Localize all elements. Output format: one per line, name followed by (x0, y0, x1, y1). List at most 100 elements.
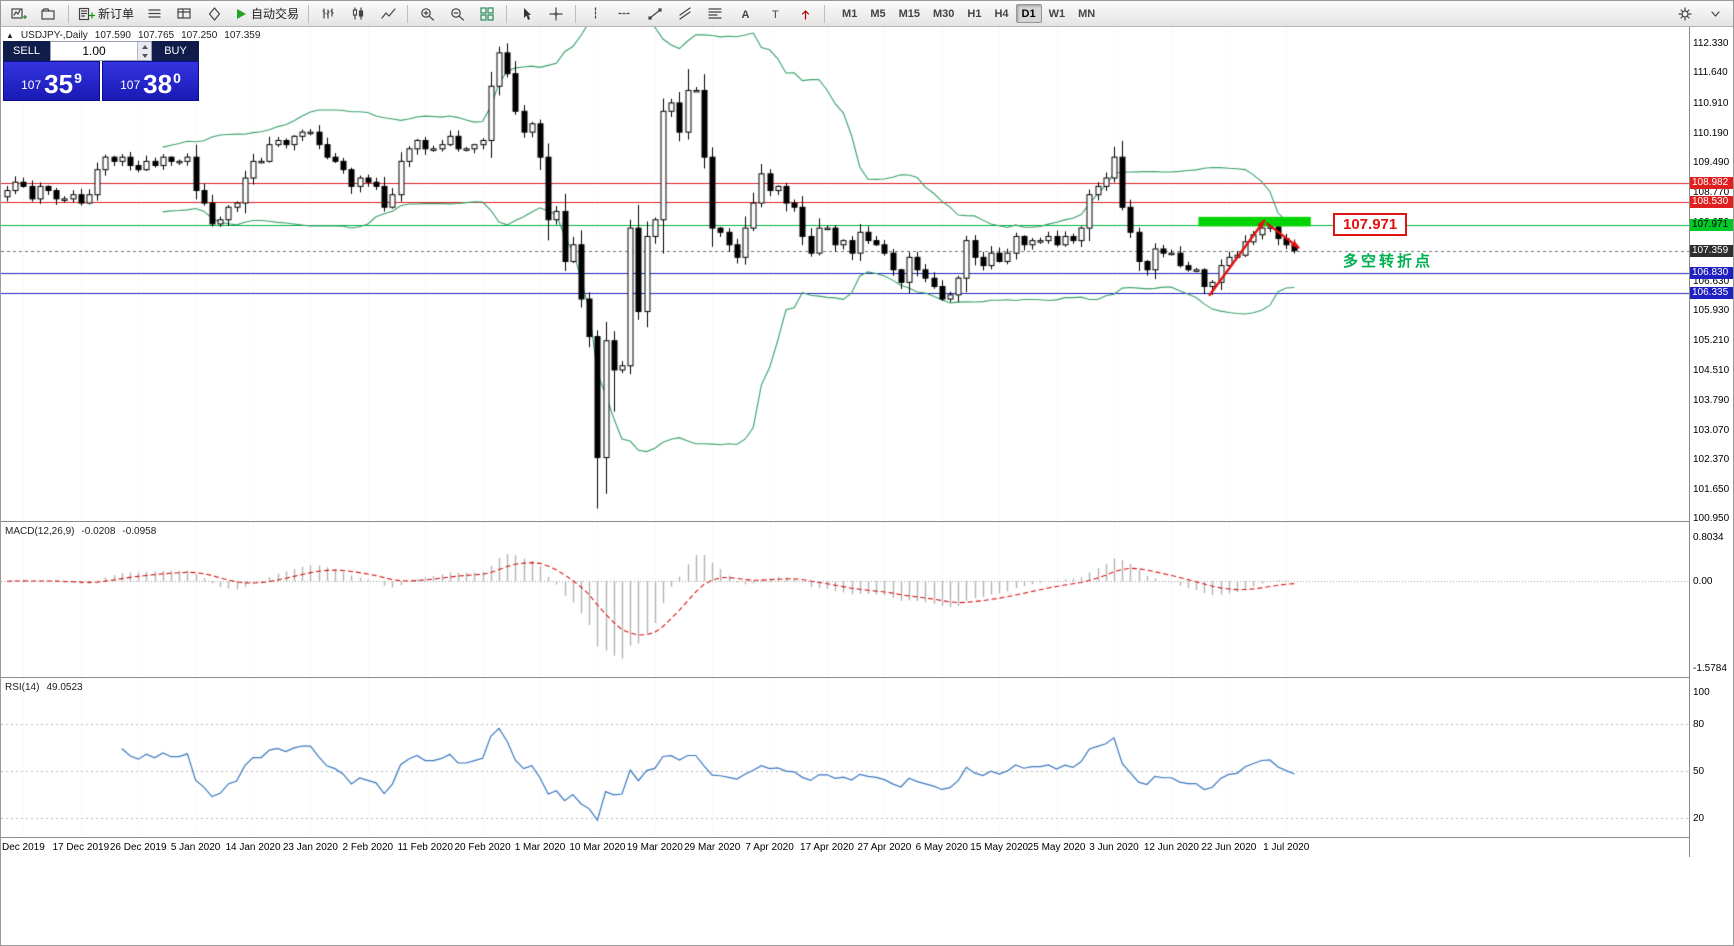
timeframe-m30-button[interactable]: M30 (933, 7, 955, 20)
zoom-out-button[interactable] (443, 3, 471, 25)
fibonacci-icon (708, 8, 722, 19)
date-tick-label: 11 Feb 2020 (397, 842, 453, 853)
sell-price-pip: 9 (74, 70, 82, 86)
tile-windows-button[interactable] (473, 3, 501, 25)
timeframe-w1-button[interactable]: W1 (1048, 7, 1066, 20)
date-tick-label: 25 May 2020 (1027, 842, 1086, 853)
sell-price-prefix: 107 (21, 78, 42, 92)
rsi-scale-label: 80 (1693, 718, 1705, 730)
autotrading-label: 自动交易 (251, 7, 300, 21)
one-click-trading-panel: SELL BUY 107 35 9 107 38 0 (3, 41, 199, 101)
price-tick-label: 102.370 (1693, 453, 1730, 465)
date-tick-label: 15 May 2020 (970, 842, 1029, 853)
equidistant-channel-button[interactable] (671, 3, 699, 25)
toolbar-separator (506, 4, 508, 23)
toolbar-more-button[interactable] (1701, 3, 1729, 25)
timeframe-mn-button[interactable]: MN (1078, 7, 1096, 20)
main-toolbar: 新订单 自动交易 (1, 1, 1733, 27)
navigator-button[interactable] (200, 3, 228, 25)
price-annotation-label[interactable]: 107.971 (1333, 213, 1408, 236)
price-level-label: 107.359 (1690, 244, 1733, 257)
price-tick-label: 110.190 (1693, 127, 1729, 139)
vertical-line-button[interactable] (581, 3, 609, 25)
close-value: 107.359 (224, 30, 261, 41)
volume-field[interactable] (50, 41, 152, 61)
chevron-down-icon (1710, 11, 1720, 17)
fibonacci-button[interactable] (701, 3, 729, 25)
toolbar-separator (575, 4, 577, 23)
text-label-button[interactable]: T (761, 3, 789, 25)
zoom-in-icon (420, 7, 434, 21)
line-chart-button[interactable] (374, 3, 402, 25)
price-tick-label: 109.490 (1693, 156, 1730, 168)
buy-price-pip: 0 (173, 70, 181, 86)
trendline-button[interactable] (641, 3, 669, 25)
timeframe-h4-button[interactable]: H4 (994, 7, 1009, 20)
macd-scale-label: -1.5784 (1693, 663, 1727, 674)
price-tick-label: 112.330 (1693, 38, 1729, 50)
price-level-label: 108.982 (1690, 176, 1733, 189)
macd-chart-canvas[interactable] (1, 522, 1689, 677)
date-axis[interactable]: Dec 2019 17 Dec 2019 26 Dec 2019 5 Jan 2020… (1, 837, 1689, 858)
rsi-value: 49.0523 (46, 682, 83, 693)
cursor-icon (523, 7, 531, 20)
new-chart-button[interactable] (5, 3, 33, 25)
autotrading-button[interactable]: 自动交易 (230, 3, 303, 25)
volume-up-button[interactable] (138, 42, 151, 51)
price-tick-label: 111.640 (1693, 67, 1728, 79)
timeframe-m5-button[interactable]: M5 (870, 7, 886, 20)
vertical-line-icon (594, 7, 596, 20)
volume-down-button[interactable] (138, 51, 151, 60)
toolbar-customize-button[interactable] (1671, 3, 1699, 25)
zoom-in-button[interactable] (413, 3, 441, 25)
macd-scale-label: 0.00 (1693, 576, 1713, 588)
date-tick-label: 29 Mar 2020 (684, 842, 741, 853)
crosshair-button[interactable] (542, 3, 570, 25)
market-watch-icon (147, 9, 161, 18)
price-tick-label: 101.650 (1693, 483, 1730, 495)
price-axis[interactable]: 112.330 111.640 110.910 110.190 109.490 108.7… (1689, 27, 1733, 857)
date-tick-label: 2 Feb 2020 (342, 842, 394, 853)
sell-price-button[interactable]: 107 35 9 (3, 61, 100, 101)
volume-input[interactable] (51, 43, 137, 59)
bar-chart-button[interactable] (314, 3, 342, 25)
open-value: 107.590 (94, 30, 131, 41)
candlestick-chart-icon (352, 7, 364, 20)
timeframe-d1-button[interactable]: D1 (1015, 4, 1042, 23)
data-window-button[interactable] (170, 3, 198, 25)
timeframe-m1-button[interactable]: M1 (842, 7, 858, 20)
arrows-button[interactable] (791, 3, 819, 25)
candlestick-chart-button[interactable] (344, 3, 372, 25)
date-tick-label: 17 Dec 2019 (52, 842, 110, 853)
price-level-label: 106.335 (1690, 287, 1733, 300)
new-order-button[interactable]: 新订单 (74, 3, 138, 25)
date-tick-label: 27 Apr 2020 (857, 842, 912, 853)
timeframe-m15-button[interactable]: M15 (898, 7, 920, 20)
date-tick-label: 20 Feb 2020 (454, 842, 511, 853)
volume-spinner (137, 42, 151, 60)
symbol-period-label: USDJPY-,Daily (20, 30, 88, 41)
date-tick-label: 1 Jul 2020 (1263, 842, 1310, 853)
toolbar-separator (68, 4, 69, 23)
new-order-label: 新订单 (98, 7, 135, 21)
timeframe-h1-button[interactable]: H1 (967, 7, 982, 20)
horizontal-line-button[interactable] (611, 3, 639, 25)
price-chart-canvas[interactable] (1, 27, 1689, 521)
price-tick-label: 103.790 (1693, 394, 1730, 406)
price-level-label: 106.830 (1690, 266, 1733, 279)
date-tick-label: 26 Dec 2019 (109, 842, 167, 853)
cursor-button[interactable] (512, 3, 540, 25)
chart-profiles-button[interactable] (35, 3, 63, 25)
svg-text:A: A (741, 9, 749, 20)
macd-name: MACD(12,26,9) (5, 526, 75, 537)
text-button[interactable]: A (731, 3, 759, 25)
market-watch-button[interactable] (140, 3, 168, 25)
zoom-out-icon (450, 7, 464, 21)
turning-point-label[interactable]: 多空转折点 (1343, 253, 1434, 270)
pane-separator[interactable] (1, 677, 1689, 678)
rsi-chart-canvas[interactable] (1, 678, 1689, 837)
pane-separator[interactable] (1, 521, 1689, 522)
navigator-icon (208, 6, 220, 21)
buy-price-button[interactable]: 107 38 0 (102, 61, 199, 101)
high-value: 107.765 (137, 30, 175, 41)
